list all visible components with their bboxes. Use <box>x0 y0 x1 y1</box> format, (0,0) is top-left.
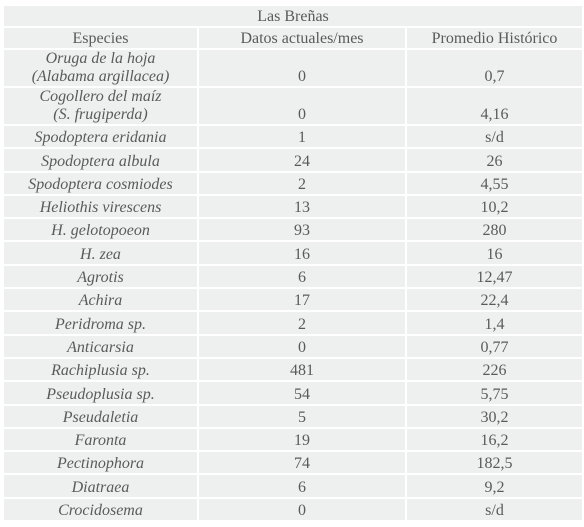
species-cell: Peridroma sp. <box>2 310 199 336</box>
table-row: Pseudaletia 5 30,2 <box>2 403 584 429</box>
historical-cell: 22,4 <box>404 287 584 313</box>
table-row: Diatraea 6 9,2 <box>2 473 584 499</box>
table-row: Cogollero del maíz (S. frugiperda) 0 4,16 <box>2 86 584 126</box>
current-cell: 0 <box>197 333 407 359</box>
table-title: Las Breñas <box>1 4 584 28</box>
historical-cell: 182,5 <box>404 450 584 476</box>
table-row: Agrotis 6 12,47 <box>2 263 584 290</box>
table-row: Peridroma sp. 2 1,4 <box>2 310 584 336</box>
current-cell: 0 <box>197 48 407 88</box>
historical-cell: 1,4 <box>404 310 584 336</box>
table-row: Spodoptera eridania 1 s/d <box>2 123 584 150</box>
species-cell: Pseudoplusia sp. <box>2 380 199 406</box>
historical-cell: 16 <box>404 240 584 266</box>
current-cell: 5 <box>197 403 407 429</box>
species-cell: Spodoptera eridania <box>2 123 199 150</box>
species-cell: Diatraea <box>2 473 199 499</box>
species-cell: Pectinophora <box>2 450 199 476</box>
species-line: Cogollero del maíz <box>39 88 162 105</box>
species-cell: Cogollero del maíz (S. frugiperda) <box>2 86 199 126</box>
current-cell: 0 <box>197 496 407 523</box>
current-cell: 2 <box>197 310 407 336</box>
table-wrapper: Las Breñas Especies Datos actuales/mes P… <box>1 4 584 523</box>
table-row: Rachiplusia sp. 481 226 <box>2 356 584 383</box>
table-row: Achira 17 22,4 <box>2 287 584 313</box>
species-cell: Agrotis <box>2 263 199 290</box>
species-cell: Pseudaletia <box>2 403 199 429</box>
historical-cell: 16,2 <box>404 426 584 453</box>
historical-cell: 226 <box>404 356 584 383</box>
species-cell: H. gelotopoeon <box>2 217 199 243</box>
table-row: Anticarsia 0 0,77 <box>2 333 584 359</box>
historical-cell: 26 <box>404 147 584 173</box>
header-cell: Datos actuales/mes <box>197 26 407 50</box>
table-row: H. gelotopoeon 93 280 <box>2 217 584 243</box>
species-cell: Spodoptera albula <box>2 147 199 173</box>
current-cell: 6 <box>197 473 407 499</box>
historical-cell: 0,77 <box>404 333 584 359</box>
title-row: Las Breñas <box>1 4 584 28</box>
header-cell: Especies <box>2 26 199 50</box>
current-cell: 6 <box>197 263 407 290</box>
current-cell: 2 <box>197 170 407 196</box>
current-cell: 0 <box>197 86 407 126</box>
species-cell: Spodoptera cosmiodes <box>2 170 199 196</box>
current-cell: 481 <box>197 356 407 383</box>
species-cell: Anticarsia <box>2 333 199 359</box>
historical-cell: 4,55 <box>404 170 584 196</box>
historical-cell: 280 <box>404 217 584 243</box>
historical-cell: s/d <box>404 496 584 523</box>
historical-cell: 30,2 <box>404 403 584 429</box>
header-cell: Promedio Histórico <box>404 26 584 50</box>
table-row: Crocidosema 0 s/d <box>2 496 584 523</box>
table-row: Heliothis virescens 13 10,2 <box>2 193 584 220</box>
current-cell: 54 <box>197 380 407 406</box>
current-cell: 17 <box>197 287 407 313</box>
species-cell: H. zea <box>2 240 199 266</box>
current-cell: 16 <box>197 240 407 266</box>
current-cell: 74 <box>197 450 407 476</box>
table-row: Faronta 19 16,2 <box>2 426 584 453</box>
data-table: Las Breñas Especies Datos actuales/mes P… <box>1 4 584 523</box>
historical-cell: 4,16 <box>404 86 584 126</box>
historical-cell: 0,7 <box>404 48 584 88</box>
species-cell: Faronta <box>2 426 199 453</box>
table-row: Pseudoplusia sp. 54 5,75 <box>2 380 584 406</box>
historical-cell: 12,47 <box>404 263 584 290</box>
species-cell: Oruga de la hoja (Alabama argillacea) <box>2 48 199 88</box>
current-cell: 24 <box>197 147 407 173</box>
species-line: (Alabama argillacea) <box>31 68 170 85</box>
species-line: (S. frugiperda) <box>53 106 148 123</box>
species-cell: Achira <box>2 287 199 313</box>
table-row: H. zea 16 16 <box>2 240 584 266</box>
current-cell: 1 <box>197 123 407 150</box>
historical-cell: 9,2 <box>404 473 584 499</box>
table-row: Oruga de la hoja (Alabama argillacea) 0 0,7 <box>2 48 584 88</box>
header-row: Especies Datos actuales/mes Promedio His… <box>2 26 584 50</box>
species-cell: Rachiplusia sp. <box>2 356 199 383</box>
table-row: Spodoptera cosmiodes 2 4,55 <box>2 170 584 196</box>
species-cell: Crocidosema <box>2 496 199 523</box>
current-cell: 93 <box>197 217 407 243</box>
historical-cell: 10,2 <box>404 193 584 220</box>
table-row: Spodoptera albula 24 26 <box>2 147 584 173</box>
table-body: Las Breñas Especies Datos actuales/mes P… <box>1 4 584 523</box>
historical-cell: 5,75 <box>404 380 584 406</box>
current-cell: 19 <box>197 426 407 453</box>
species-line: Oruga de la hoja <box>45 50 156 67</box>
historical-cell: s/d <box>404 123 584 150</box>
current-cell: 13 <box>197 193 407 220</box>
table-row: Pectinophora 74 182,5 <box>2 450 584 476</box>
species-cell: Heliothis virescens <box>2 193 199 220</box>
